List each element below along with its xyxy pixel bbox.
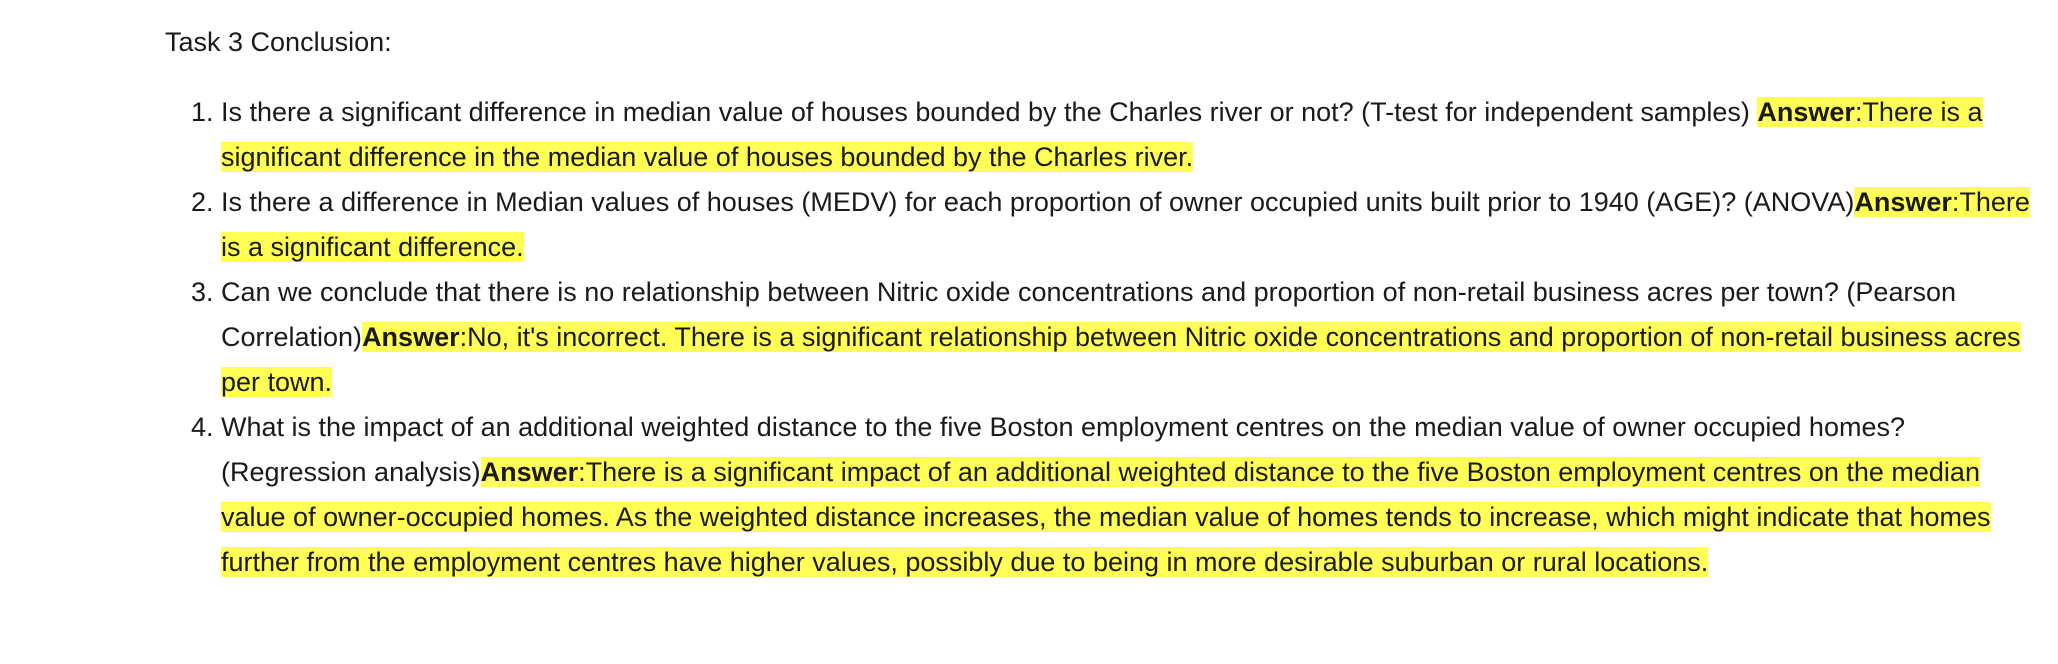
question-answer-list: Is there a significant difference in med… [165, 90, 2035, 585]
answer-highlight: Answer:No, it's incorrect. There is a si… [221, 322, 2021, 397]
question-text: What is the impact of an additional weig… [221, 412, 1905, 487]
question-text: Is there a difference in Median values o… [221, 187, 1855, 217]
list-item-1: Is there a significant difference in med… [221, 90, 2035, 180]
list-item-3: Can we conclude that there is no relatio… [221, 270, 2035, 405]
markdown-cell: Task 3 Conclusion: Is there a significan… [165, 22, 2035, 585]
answer-label: Answer [362, 322, 460, 352]
answer-label: Answer [1854, 187, 1952, 217]
answer-text: :There is a significant impact of an add… [221, 457, 1991, 577]
list-item-4: What is the impact of an additional weig… [221, 405, 2035, 585]
answer-text: :There is a significant difference. [221, 187, 2030, 262]
answer-text: :No, it's incorrect. There is a signific… [221, 322, 2021, 397]
answer-highlight: Answer:There is a significant impact of … [221, 457, 1991, 577]
question-text: Is there a significant difference in med… [221, 97, 1758, 127]
question-text: Can we conclude that there is no relatio… [221, 277, 1956, 352]
answer-text: :There is a significant difference in th… [221, 97, 1983, 172]
task-conclusion-heading: Task 3 Conclusion: [165, 27, 392, 57]
answer-label: Answer [480, 457, 579, 487]
answer-label: Answer [1757, 97, 1855, 127]
list-item-2: Is there a difference in Median values o… [221, 180, 2035, 270]
